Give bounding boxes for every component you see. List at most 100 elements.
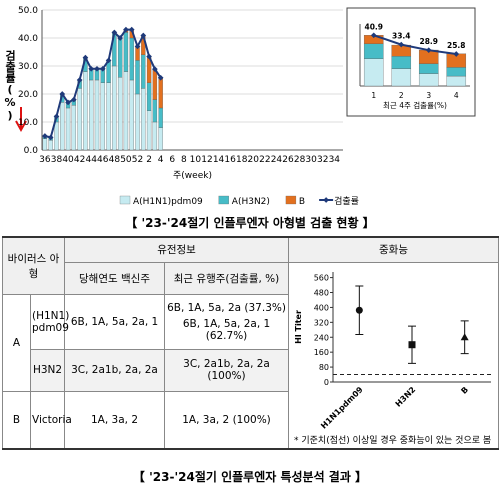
line-marker — [88, 65, 95, 72]
x-tick-label: 20 — [248, 155, 260, 165]
line-marker — [99, 65, 106, 72]
y-tick-label: 40.0 — [18, 34, 38, 44]
bar-segment — [112, 65, 117, 151]
marker — [355, 306, 363, 314]
cell: A — [2, 293, 31, 392]
x-tick-label: 12 — [201, 155, 212, 165]
bar-segment — [117, 37, 123, 78]
y-tick-label: 480 — [313, 288, 328, 297]
line-marker — [65, 99, 71, 106]
bar-segment — [391, 56, 412, 69]
caption: 【 '23-'24절기 인플루엔자 아형별 검출 현황 】 — [125, 216, 375, 230]
bar-segment — [60, 102, 65, 151]
bar-segment — [77, 88, 82, 151]
bar-segment — [158, 127, 163, 151]
bar-segment — [129, 79, 134, 151]
x-tick-label: 2 — [146, 155, 152, 165]
header-cell: 최근 유행주(검출률, %) — [163, 261, 290, 295]
bar-segment — [152, 68, 158, 100]
cell: 6B, 1A, 5a, 2a (37.3%) 6B, 1A, 5a, 2a, 1 … — [163, 293, 290, 350]
legend-label: A(H3N2) — [232, 197, 270, 207]
header-cell: 당해연도 백신주 — [64, 261, 165, 295]
y-tick-label: 560 — [313, 273, 328, 282]
hi-chart: 0 80 160 240 320 400 480 560 HI Titer H1N1pdm09 H3… — [294, 271, 491, 430]
legend-swatch — [323, 197, 329, 203]
data-label: 33.4 — [392, 32, 411, 41]
x-tick-label: H1N1pdm09 — [319, 384, 365, 429]
cell: Victoria — [30, 390, 72, 450]
x-tick-label: 26 — [282, 155, 294, 165]
line-marker — [128, 26, 135, 33]
bar-segment — [152, 121, 158, 151]
bar-segment — [418, 63, 439, 74]
bar-segment — [123, 32, 129, 72]
x-tick-label: 1 — [371, 91, 376, 100]
cell-line: 6B, 1A, 5a, 2a, 1 (62.7%) — [182, 317, 271, 342]
legend-swatch — [285, 195, 297, 205]
x-tick-label: 38 — [51, 155, 63, 165]
x-tick-label: 24 — [271, 155, 283, 165]
line-marker — [76, 77, 83, 83]
x-tick-label: 18 — [236, 155, 248, 165]
y-tick-label: 0 — [323, 378, 328, 387]
line — [373, 34, 457, 55]
x-tick-label: 30 — [305, 155, 317, 165]
cell: (H1N1) pdm09 — [30, 293, 69, 350]
y-tick-label: 50.0 — [18, 6, 38, 16]
x-tick-label: 32 — [317, 155, 328, 165]
bar-segment — [83, 71, 88, 151]
bar-segment — [363, 58, 384, 87]
x-tick-label: 36 — [39, 155, 51, 165]
bar-segment — [94, 79, 100, 151]
bar-segment — [42, 138, 48, 151]
marker — [460, 332, 469, 340]
bar-segment — [141, 88, 146, 151]
x-tick-label: 22 — [259, 155, 270, 165]
line-marker — [94, 65, 100, 72]
y-axis-title: HI Titer — [294, 310, 303, 344]
bar-segment — [123, 71, 129, 151]
legend-swatch — [119, 195, 131, 205]
x-tick-label: H3N2 — [393, 385, 417, 409]
legend-label: B — [299, 197, 305, 207]
bar-segment — [48, 140, 53, 151]
bar-segment — [100, 82, 105, 151]
line-marker — [123, 26, 129, 33]
x-axis-title: 주(week) — [173, 170, 212, 181]
bar-segment — [418, 73, 439, 87]
bar-segment — [158, 77, 163, 109]
cell: 3C, 2a1b, 2a, 2a (100%) — [163, 348, 290, 392]
note: * 기준치(점선) 이상일 경우 중화능이 있는 것으로 봄 — [294, 435, 492, 446]
y-tick-label: 30.0 — [18, 62, 38, 72]
bar-segment — [141, 54, 146, 89]
cell: 1A, 3a, 2 — [64, 390, 165, 450]
bar-segment — [391, 68, 412, 87]
x-tick-label: 46 — [97, 155, 109, 165]
legend-swatch — [218, 195, 229, 205]
x-tick-label: 40 — [62, 155, 74, 165]
y-tick-label: 240 — [313, 333, 328, 342]
y-tick-label: 0.0 — [24, 146, 39, 156]
x-tick-label: 28 — [294, 155, 306, 165]
y-axis-title: 검출률(%) — [4, 50, 17, 122]
bar-segment — [152, 99, 158, 123]
cell: 1A, 3a, 2 (100%) — [163, 390, 290, 450]
x-tick-label: 50 — [120, 155, 132, 165]
bar-segment — [135, 93, 140, 151]
cell: 6B, 1A, 5a, 2a, 1 — [64, 293, 165, 350]
bar-segment — [65, 107, 71, 151]
y-tick-label: 400 — [313, 303, 328, 312]
bar-segment — [106, 82, 111, 151]
x-tick-label: 8 — [181, 155, 187, 165]
detection-chart: 0.010.020.030.040.050.036 38 40 42 44 46 48 50 5… — [4, 6, 476, 207]
bar-segment — [146, 110, 152, 151]
x-tick-label: 10 — [190, 155, 202, 165]
marker — [408, 340, 416, 348]
analysis-table: 바이러스 아형 유전정보 중화능 당해연도 백신주 최근 유행주(검출률, %) 0 8… — [2, 236, 500, 450]
x-tick-label: 4 — [158, 155, 164, 165]
data-label: 25.8 — [447, 41, 466, 50]
data-label: 28.9 — [419, 37, 438, 46]
y-tick-label: 20.0 — [18, 90, 38, 100]
bar-segment — [446, 75, 467, 87]
